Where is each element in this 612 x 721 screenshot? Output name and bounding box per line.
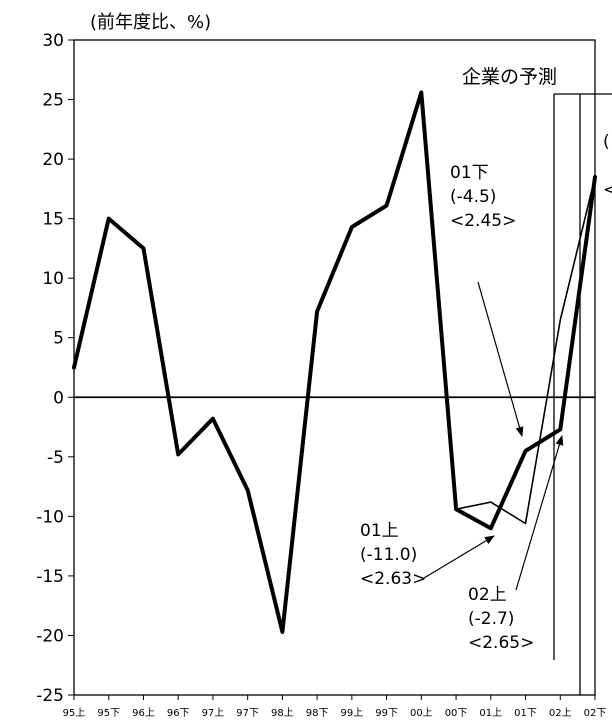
y-tick-label: -15: [36, 567, 64, 587]
annotation-text: <2.45>: [450, 211, 516, 231]
y-tick-label: -20: [36, 626, 64, 646]
annotation-text: <2.65>: [468, 633, 534, 653]
x-tick-label: 01上: [479, 707, 502, 719]
forecast-label: 企業の予測: [462, 66, 557, 88]
y-tick-label: 5: [53, 329, 64, 349]
x-tick-label: 97下: [236, 708, 259, 719]
unit-label: (前年度比、%): [90, 12, 211, 33]
annotation-text: <2.63>: [360, 569, 426, 589]
x-tick-label: 00下: [445, 708, 468, 719]
projection-line: [455, 176, 596, 525]
y-tick-label: 30: [42, 31, 64, 51]
x-tick-label: 02上: [549, 707, 572, 719]
forecast-bracket: [553, 93, 612, 695]
x-tick-label: 00上: [410, 707, 433, 719]
x-tick-label: 01下: [514, 708, 537, 719]
x-tick-label: 96下: [167, 708, 190, 719]
y-tick-label: -10: [36, 507, 64, 527]
y-tick-label: 0: [53, 388, 64, 408]
annotation-arrow: [477, 281, 524, 437]
x-tick-label: 95下: [97, 708, 120, 719]
y-tick-label: 10: [42, 269, 64, 289]
annotation-text: (-4.5): [450, 187, 496, 207]
annotation-text: 01上: [360, 521, 399, 541]
y-tick-label: 15: [42, 210, 64, 230]
y-tick-label: 25: [42, 91, 64, 111]
annotation-text: (-11.0): [360, 545, 417, 565]
plot-frame: [73, 39, 596, 696]
x-tick-label: 96上: [132, 707, 155, 719]
annotation-text: 01下: [450, 163, 489, 183]
x-tick-label: 99上: [340, 707, 363, 719]
y-tick-label: -5: [47, 448, 64, 468]
x-tick-label: 99下: [375, 708, 398, 719]
cutoff-glyph: <: [603, 180, 612, 200]
x-tick-label: 97上: [202, 707, 225, 719]
annotation-text: (-2.7): [468, 609, 514, 629]
annotation-text: 02上: [468, 585, 507, 605]
x-tick-label: 02下: [584, 708, 607, 719]
x-tick-label: 95上: [63, 707, 86, 719]
x-tick-label: 98上: [271, 707, 294, 719]
cutoff-glyph: (: [603, 132, 610, 152]
annotation-arrow: [423, 535, 495, 579]
y-tick-label: 20: [42, 150, 64, 170]
y-tick-label: -25: [36, 686, 64, 706]
annotation-arrow: [515, 435, 564, 591]
x-tick-label: 98下: [306, 708, 329, 719]
series-line: [72, 90, 597, 634]
